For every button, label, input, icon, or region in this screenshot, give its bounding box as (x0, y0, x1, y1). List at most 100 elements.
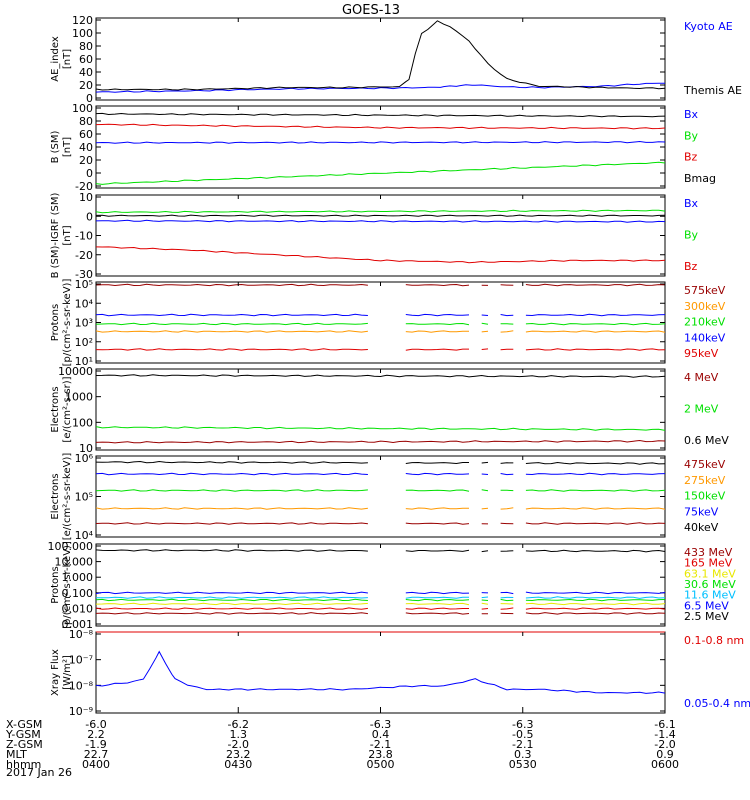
series-line-6-5-mev (95, 591, 666, 595)
ephemeris-value: -2.1 (512, 738, 533, 751)
legend-label: 2 MeV (684, 403, 719, 416)
ephemeris-row-label: X-GSM (6, 718, 42, 731)
y-tick-label: 100 (72, 27, 93, 40)
series-line-bz (95, 246, 666, 264)
ephemeris-value: 1.3 (230, 728, 248, 741)
legend-label: 150keV (684, 490, 726, 503)
series-line-40kev (95, 460, 666, 465)
y-axis-label: [p/(cm²-s-sr-keV)] (62, 279, 73, 367)
panel-bigrf: 10 0 -10 -20 -30 B (SM)-IGRF (SM) [nT] Bx By Bz (50, 191, 699, 281)
ephemeris-value: -6.1 (654, 718, 675, 731)
legend-label: 75keV (684, 505, 719, 518)
ephemeris-value: 0430 (224, 758, 252, 771)
ephemeris-row-label: Z-GSM (6, 738, 43, 751)
legend-label: 2.5 MeV (684, 610, 729, 623)
y-tick-label: 0.100 (62, 587, 94, 600)
y-tick-label: -20 (75, 249, 93, 262)
y-tick-label: 10⁶ (75, 452, 94, 465)
legend-label: 165 MeV (684, 557, 733, 570)
panel-protons_mev: 100.000 10.000 1.000 0.100 0.010 0.001 Protons… (48, 540, 737, 631)
legend-label: Bz (684, 151, 698, 164)
y-tick-label: 10⁻⁸ (69, 628, 94, 641)
ephemeris-value: -2.0 (228, 738, 249, 751)
ephemeris-value: 2.2 (87, 728, 105, 741)
y-axis-label: [e/(cm²-s-sr-keV)] (62, 453, 73, 541)
panel-xray: 10⁻⁸ 10⁻⁷ 10⁻⁸ 10⁻⁹ Xray Flux [W/m²] 0.1-0.8 n… (50, 628, 750, 718)
x-axis: X-GSM -6.0 -6.2 -6.3 -6.3 -6.1Y-GSM 2.2 1.3 0.4-… (5, 18, 679, 771)
ephemeris-row-label: Y-GSM (5, 728, 41, 741)
y-axis-label: [nT] (62, 225, 73, 245)
series-line-140kev (95, 313, 666, 317)
y-tick-label: 40 (79, 141, 93, 154)
y-axis-label: [W/m²] (62, 655, 73, 690)
series-line-150kev (95, 489, 666, 492)
panel-protons_kev: 10⁵ 10⁴ 10³ 10² 10¹ Protons [p/(cm²-s-sr-keV)]… (50, 278, 726, 368)
y-tick-label: 40 (79, 66, 93, 79)
y-tick-label: 10⁵ (75, 491, 93, 504)
ephemeris-row-label: hhmm (6, 758, 41, 771)
legend-label: 0.05-0.4 nm (684, 697, 750, 710)
series-line-bz (95, 123, 666, 130)
legend-label: 95keV (684, 347, 719, 360)
legend-label: 63.1 MeV (684, 567, 736, 580)
series-line-0-05-0-4-nm (95, 650, 666, 694)
y-tick-label: 10⁻⁹ (69, 705, 93, 718)
y-axis-label: [nT] (62, 49, 73, 69)
legend-label: 30.6 MeV (684, 578, 736, 591)
y-tick-label: 20 (79, 79, 93, 92)
y-axis-label: [p/(cm²-s-sr-keV)] (62, 541, 73, 629)
legend-label: Bmag (684, 172, 716, 185)
series-line-75kev (95, 472, 666, 476)
series-line-575kev (95, 283, 666, 287)
legend-label: Bz (684, 260, 698, 273)
legend-label: Bx (684, 108, 699, 121)
series-line-2-5-mev (95, 549, 666, 553)
y-tick-label: 10 (79, 442, 93, 455)
legend-label: Kyoto AE (684, 20, 733, 33)
panel-electrons_kev: 10⁶ 10⁵ 10⁴ Electrons [e/(cm²-s-sr-keV)] 475k… (50, 452, 726, 542)
series-line-themis-ae (95, 20, 666, 91)
y-tick-label: 0.001 (62, 618, 94, 631)
ephemeris-value: 0.4 (372, 728, 390, 741)
ephemeris-value: 0600 (651, 758, 679, 771)
ephemeris-value: -6.3 (370, 718, 391, 731)
y-tick-label: -10 (75, 230, 93, 243)
y-tick-label: 10000 (58, 365, 93, 378)
y-tick-label: 10² (75, 336, 93, 349)
y-tick-label: -20 (75, 180, 93, 193)
y-tick-label: 10³ (75, 317, 93, 330)
ephemeris-value: 0.3 (514, 748, 532, 761)
series-line-0-6-mev (95, 374, 666, 378)
series-line-433-mev (95, 612, 666, 615)
y-tick-label: 1000 (65, 391, 93, 404)
y-tick-label: 10⁻⁷ (69, 654, 93, 667)
y-tick-label: -30 (75, 268, 93, 281)
series-line-bx (95, 219, 666, 223)
date-label: 2017 Jan 26 (6, 766, 72, 779)
y-tick-label: 10 (79, 191, 93, 204)
ephemeris-value: 0530 (509, 758, 537, 771)
y-tick-label: 100 (72, 416, 93, 429)
ephemeris-value: 0500 (367, 758, 395, 771)
y-tick-label: 60 (79, 128, 93, 141)
y-tick-label: 80 (79, 40, 93, 53)
ephemeris-value: -6.0 (85, 718, 106, 731)
ephemeris-value: 22.7 (84, 748, 109, 761)
y-tick-label: 100.000 (48, 540, 94, 553)
series-line-by (95, 161, 666, 185)
legend-label: 275keV (684, 474, 726, 487)
y-tick-label: 0.010 (62, 602, 94, 615)
y-tick-label: 1.000 (62, 571, 94, 584)
series-line-165-mev (95, 607, 666, 610)
ephemeris-value: 0.9 (656, 748, 674, 761)
y-tick-label: 120 (72, 14, 93, 27)
y-axis-label: B (SM)-IGRF (SM) (50, 193, 61, 279)
legend-label: 140keV (684, 331, 726, 344)
legend-label: 300keV (684, 300, 726, 313)
legend-label: 575keV (684, 284, 726, 297)
legend-label: By (684, 129, 699, 142)
y-tick-label: 10⁻⁸ (69, 679, 94, 692)
y-tick-label: 10¹ (75, 355, 93, 368)
